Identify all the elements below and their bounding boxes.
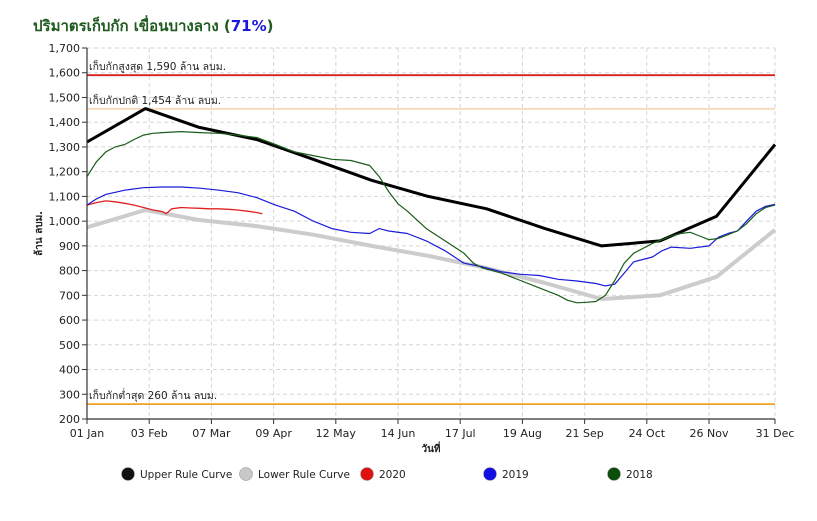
- legend: Upper Rule Curve Lower Rule Curve 2020 2019…: [121, 467, 653, 481]
- y-tick-label: 1,100: [49, 190, 81, 203]
- title-suffix: ): [266, 17, 274, 35]
- legend-swatch: [360, 467, 374, 481]
- legend-swatch: [607, 467, 621, 481]
- y-axis-label: ล้าน ลบม.: [33, 211, 45, 256]
- legend-swatch: [239, 467, 253, 481]
- reference-lines: เก็บกักสูงสุด 1,590 ล้าน ลบม. เก็บกักปกติ…: [87, 59, 775, 406]
- grid: [87, 47, 776, 419]
- legend-label: 2020: [379, 469, 406, 481]
- y-tick-label: 1,200: [49, 166, 81, 179]
- x-axis-label: วันที่: [421, 441, 440, 455]
- title-percent: 71%: [230, 17, 267, 35]
- x-tick-label: 21 Sep: [566, 427, 604, 440]
- y-tick-label: 1,700: [49, 42, 81, 55]
- y-tick-label: 1,600: [49, 67, 81, 80]
- reference-label-normal: เก็บกักปกติ 1,454 ล้าน ลบม.: [89, 93, 221, 107]
- y-tick-label: 1,300: [49, 141, 81, 154]
- y-tick-label: 700: [59, 289, 80, 302]
- x-tick-label: 17 Jul: [445, 427, 476, 440]
- x-tick-label: 03 Feb: [131, 427, 168, 440]
- y-tick-label: 300: [59, 388, 80, 401]
- legend-label: Lower Rule Curve: [258, 469, 350, 481]
- y-tick-label: 600: [59, 314, 80, 327]
- x-tick-label: 24 Oct: [629, 427, 666, 440]
- series-line-1: [86, 107, 777, 248]
- y-tick-label: 900: [59, 240, 80, 253]
- x-tick-label: 01 Jan: [70, 427, 104, 440]
- x-tick-label: 12 May: [316, 427, 357, 440]
- reference-label-min: เก็บกักต่ำสุด 260 ล้าน ลบม.: [89, 388, 217, 402]
- y-tick-label: 200: [59, 413, 80, 426]
- x-tick-label: 09 Apr: [255, 427, 292, 440]
- series-line-3: [86, 200, 263, 215]
- x-tick-label: 14 Jun: [381, 427, 416, 440]
- y-tick-label: 1,500: [49, 91, 81, 104]
- legend-label: Upper Rule Curve: [140, 469, 232, 481]
- series-line-2: [86, 208, 777, 301]
- series-lines: [86, 107, 777, 304]
- y-tick-label: 500: [59, 339, 80, 352]
- chart-title: ปริมาตรเก็บกัก เขื่อนบางลาง (71%): [33, 14, 274, 38]
- legend-label: 2018: [626, 469, 653, 481]
- axes: 200 300 400 500 600 700 800 900 1,000 1,100 1,200 1…: [49, 42, 795, 440]
- x-tick-label: 31 Dec: [756, 427, 795, 440]
- series-line-4: [86, 186, 776, 287]
- y-tick-label: 800: [59, 265, 80, 278]
- title-prefix: ปริมาตรเก็บกัก เขื่อนบางลาง (: [33, 17, 231, 35]
- y-tick-label: 1,000: [49, 215, 81, 228]
- legend-swatch: [121, 467, 135, 481]
- legend-label: 2019: [502, 469, 529, 481]
- reference-label-max: เก็บกักสูงสุด 1,590 ล้าน ลบม.: [89, 59, 226, 73]
- y-tick-label: 400: [59, 364, 80, 377]
- y-tick-label: 1,400: [49, 116, 81, 129]
- x-tick-label: 26 Nov: [690, 427, 729, 440]
- series-line-5: [86, 131, 776, 304]
- x-tick-label: 19 Aug: [503, 427, 542, 440]
- legend-swatch: [483, 467, 497, 481]
- x-tick-label: 07 Mar: [192, 427, 231, 440]
